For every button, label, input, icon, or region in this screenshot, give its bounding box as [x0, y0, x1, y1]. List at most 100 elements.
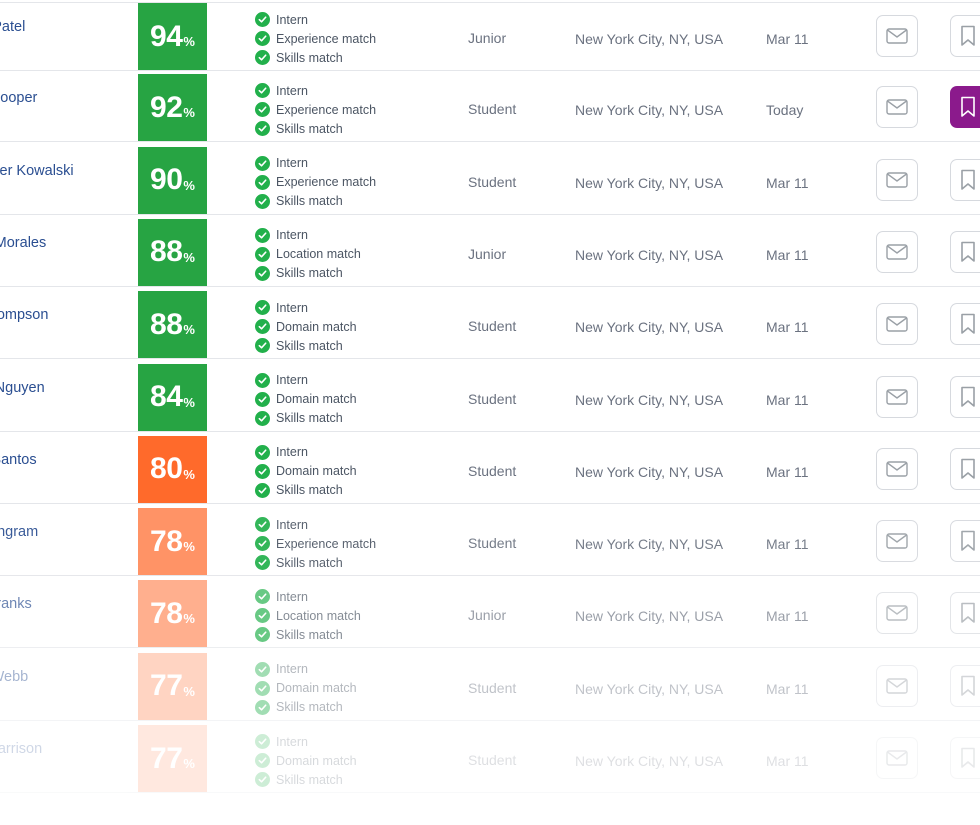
match-criterion-label: Skills match [276, 555, 343, 570]
candidate-name-link[interactable]: ah Thompson [0, 307, 49, 324]
candidate-location: New York City, NY, USA [575, 608, 724, 625]
check-circle-icon [255, 536, 270, 552]
candidate-level: Student [468, 173, 517, 190]
bookmark-icon [961, 96, 975, 118]
candidate-row: bby Franks ta Scientist 78% Intern Locat… [0, 580, 980, 649]
match-criterion-label: Location match [276, 247, 361, 262]
candidate-row: briel Santos ta Scientist 80% Intern Dom… [0, 435, 980, 504]
match-criteria-list: Intern Domain match Skills match [255, 732, 357, 789]
check-circle-icon [255, 12, 270, 27]
check-circle-icon [255, 482, 270, 498]
candidate-row: rvin Harrison ta Scientist 77% Intern Do… [0, 725, 980, 793]
match-criterion: Domain match [255, 390, 357, 409]
match-score-badge: 78% [138, 580, 207, 648]
candidate-name-link[interactable]: exander Kowalski [0, 162, 74, 179]
match-criteria-list: Intern Experience match Skills match [255, 515, 376, 572]
check-circle-icon [255, 410, 270, 426]
match-criterion-label: Experience match [276, 536, 377, 551]
match-criterion-label: Experience match [276, 31, 377, 46]
candidate-name-link[interactable]: chel Webb [0, 668, 29, 685]
match-criterion-label: Intern [276, 517, 308, 532]
match-criteria-list: Intern Domain match Skills match [255, 298, 357, 355]
save-candidate-button[interactable] [950, 664, 980, 707]
match-criterion: Skills match [255, 409, 357, 428]
candidate-name-link[interactable]: briel Santos [0, 451, 37, 468]
message-button[interactable] [876, 303, 918, 346]
match-score-badge: 92% [138, 74, 207, 142]
match-criterion: Experience match [255, 29, 376, 48]
candidate-level: Student [468, 101, 517, 118]
match-score-value: 78 [150, 524, 183, 558]
match-criteria-list: Intern Experience match Skills match [255, 81, 376, 138]
save-candidate-button[interactable] [950, 447, 980, 490]
save-candidate-button[interactable] [950, 737, 980, 779]
candidate-date: Mar 11 [766, 536, 809, 553]
match-score-percent-sign: % [183, 683, 195, 699]
match-criterion-label: Intern [276, 12, 308, 27]
save-candidate-button[interactable] [950, 230, 980, 273]
candidate-date: Mar 11 [766, 680, 809, 697]
check-circle-icon [255, 102, 270, 118]
candidate-name-link[interactable]: ssie Cooper [0, 90, 38, 107]
message-button[interactable] [876, 86, 918, 129]
match-criterion: Skills match [255, 336, 357, 355]
message-button[interactable] [876, 158, 918, 201]
save-candidate-button[interactable] [950, 592, 980, 635]
candidate-date: Today [766, 102, 804, 119]
match-score-value: 77 [150, 669, 183, 703]
save-candidate-button[interactable] [950, 86, 980, 129]
match-score-value: 80 [150, 452, 183, 486]
bookmark-icon [961, 675, 975, 696]
save-candidate-button[interactable] [950, 15, 980, 57]
candidate-location: New York City, NY, USA [575, 680, 724, 697]
match-score-percent-sign: % [183, 756, 195, 771]
check-circle-icon [255, 319, 270, 335]
message-button[interactable] [876, 375, 918, 418]
message-button[interactable] [876, 520, 918, 563]
check-circle-icon [255, 661, 270, 677]
match-criterion: Location match [255, 606, 361, 625]
match-criterion-label: Domain match [276, 319, 357, 334]
candidate-identity: ssie Cooper ta Scientist [0, 74, 130, 141]
candidate-row: hard Ingram Data Science 78% Intern Expe… [0, 508, 980, 577]
envelope-icon [886, 99, 908, 115]
match-criterion: Skills match [255, 481, 357, 500]
candidate-level: Student [468, 462, 517, 479]
message-button[interactable] [876, 15, 918, 57]
candidate-name-link[interactable]: man Patel [0, 19, 26, 35]
match-criterion-label: Intern [276, 156, 308, 171]
save-candidate-button[interactable] [950, 158, 980, 201]
save-candidate-button[interactable] [950, 303, 980, 346]
candidate-location: New York City, NY, USA [575, 246, 724, 263]
envelope-icon [886, 388, 908, 405]
candidate-identity: helia Nguyen ta Scientist [0, 364, 130, 431]
message-button[interactable] [876, 664, 918, 707]
save-candidate-button[interactable] [950, 520, 980, 563]
candidate-level: Junior [468, 30, 507, 46]
message-button[interactable] [876, 737, 918, 779]
save-candidate-button[interactable] [950, 375, 980, 418]
candidate-location: New York City, NY, USA [575, 102, 724, 119]
candidate-location: New York City, NY, USA [575, 319, 724, 336]
candidate-name-link[interactable]: rvin Harrison [0, 741, 43, 757]
match-criterion: Intern [255, 587, 361, 606]
message-button[interactable] [876, 447, 918, 490]
match-criterion-label: Skills match [276, 194, 343, 209]
match-criterion-label: Skills match [276, 627, 343, 642]
candidate-name-link[interactable]: hard Ingram [0, 524, 39, 541]
candidate-name-link[interactable]: bella Morales [0, 234, 47, 251]
match-criterion-label: Intern [276, 83, 308, 98]
check-circle-icon [255, 31, 270, 46]
envelope-icon [886, 533, 908, 549]
candidate-name-link[interactable]: helia Nguyen [0, 379, 45, 396]
match-criterion-label: Domain match [276, 681, 357, 696]
check-circle-icon [255, 753, 270, 768]
match-score-badge: 78% [138, 508, 207, 576]
message-button[interactable] [876, 230, 918, 273]
match-criterion: Skills match [255, 119, 376, 138]
candidate-date: Mar 11 [766, 608, 809, 625]
candidate-name-link[interactable]: bby Franks [0, 596, 32, 613]
candidate-date: Mar 11 [766, 391, 809, 408]
check-circle-icon [255, 155, 270, 171]
message-button[interactable] [876, 592, 918, 635]
